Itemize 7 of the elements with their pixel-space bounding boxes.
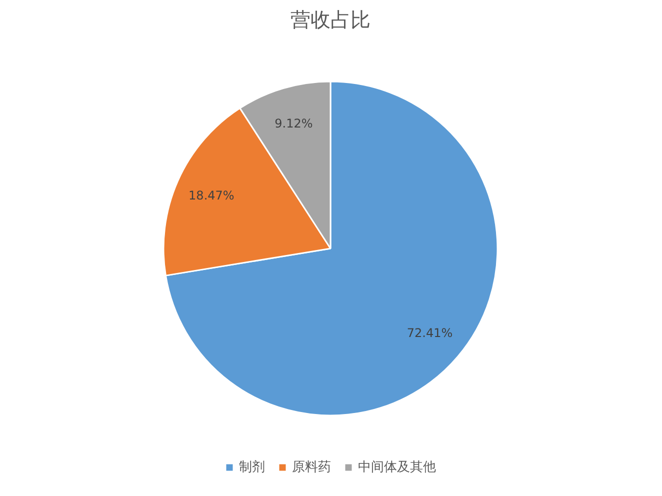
legend-label: 中间体及其他 (358, 459, 436, 476)
data-label: 18.47% (188, 188, 234, 203)
data-label: 9.12% (274, 116, 313, 131)
chart-title: 营收占比 (290, 8, 370, 32)
legend-label: 制剂 (239, 459, 265, 476)
legend-label: 原料药 (292, 459, 331, 476)
data-label: 72.41% (406, 326, 453, 340)
